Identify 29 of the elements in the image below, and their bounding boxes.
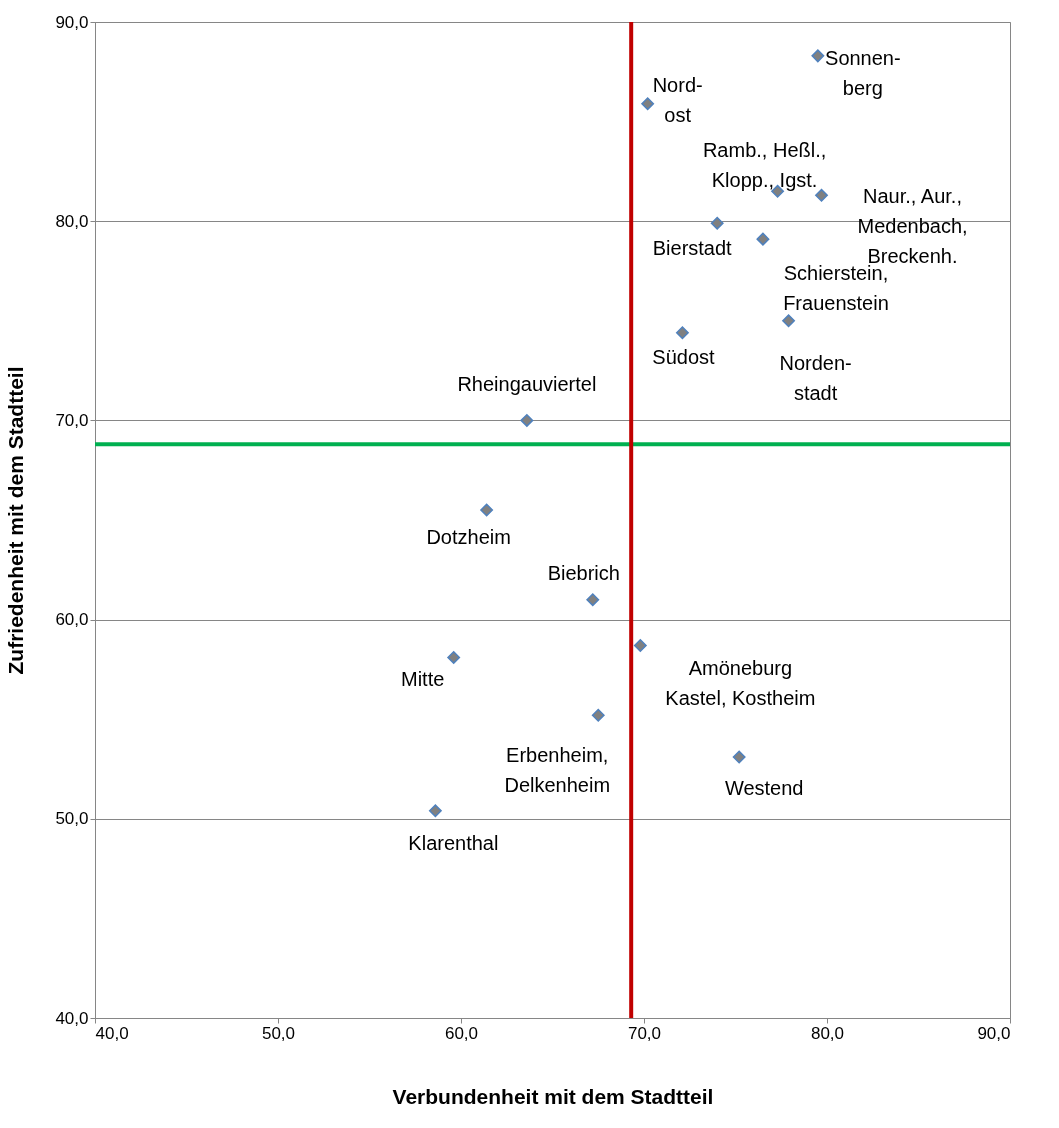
y-tick-label: 70,0	[55, 410, 89, 430]
annotation: Klarenthal	[408, 831, 499, 854]
annotation: Erbenheim, Delkenheim	[504, 744, 611, 797]
y-tick-label: 50,0	[55, 809, 89, 829]
x-tick-label: 60,0	[444, 1023, 479, 1043]
annotation: Nord- ost	[652, 73, 703, 126]
y-tick-label: 40,0	[55, 1008, 89, 1028]
x-axis-title: Verbundenheit mit dem Stadtteil	[392, 1084, 714, 1108]
annotation: Amöneburg Kastel, Kostheim	[665, 657, 816, 710]
y-axis-title: Zufriedenheit mit dem Stadtteil	[4, 366, 28, 675]
x-tick-label: 50,0	[261, 1023, 296, 1043]
annotation: Dotzheim	[426, 526, 511, 549]
annotation: Südost	[652, 345, 716, 368]
annotation: Biebrich	[547, 561, 620, 584]
annotation: Mitte	[401, 668, 445, 691]
y-tick-label: 90,0	[55, 12, 89, 32]
x-tick-label: 40,0	[95, 1023, 129, 1043]
annotation: Bierstadt	[652, 237, 733, 260]
annotation: Rheingauviertel	[457, 373, 597, 396]
annotation: Sonnen- berg	[825, 46, 901, 99]
y-tick-label: 80,0	[55, 211, 89, 231]
x-tick-label: 70,0	[627, 1023, 662, 1043]
annotation: Ramb., Heßl., Klopp., Igst.	[702, 139, 827, 192]
annotation: Schierstein, Frauenstein	[783, 262, 889, 315]
x-tick-label: 80,0	[810, 1023, 845, 1043]
annotation: Norden- stadt	[779, 351, 852, 404]
x-tick-label: 90,0	[977, 1023, 1011, 1043]
y-tick-label: 60,0	[55, 610, 89, 630]
annotation: Westend	[724, 777, 804, 800]
